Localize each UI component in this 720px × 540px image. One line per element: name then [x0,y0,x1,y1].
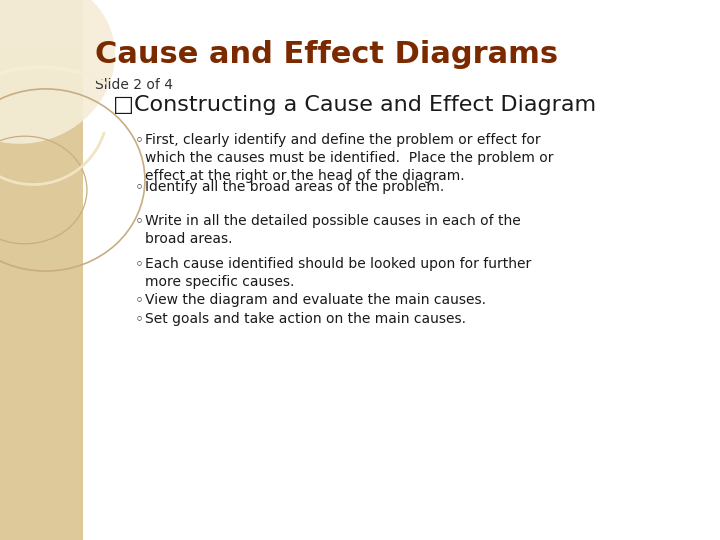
Text: ◦: ◦ [135,133,144,148]
Text: ◦: ◦ [135,293,144,308]
Polygon shape [0,0,83,50]
Ellipse shape [0,0,115,144]
Text: ◦: ◦ [135,257,144,272]
Text: Cause and Effect Diagrams: Cause and Effect Diagrams [95,40,558,69]
Text: Each cause identified should be looked upon for further
more specific causes.: Each cause identified should be looked u… [145,257,531,289]
Text: ◦: ◦ [135,312,144,327]
Text: ◦: ◦ [135,214,144,229]
Text: □Constructing a Cause and Effect Diagram: □Constructing a Cause and Effect Diagram [113,95,596,115]
Text: Slide 2 of 4: Slide 2 of 4 [95,78,173,92]
Text: Write in all the detailed possible causes in each of the
broad areas.: Write in all the detailed possible cause… [145,214,521,246]
Text: Set goals and take action on the main causes.: Set goals and take action on the main ca… [145,312,466,326]
Text: ◦: ◦ [135,180,144,195]
Text: First, clearly identify and define the problem or effect for
which the causes mu: First, clearly identify and define the p… [145,133,553,183]
Text: View the diagram and evaluate the main causes.: View the diagram and evaluate the main c… [145,293,486,307]
Text: Identify all the broad areas of the problem.: Identify all the broad areas of the prob… [145,180,444,194]
Bar [0,0,83,540]
